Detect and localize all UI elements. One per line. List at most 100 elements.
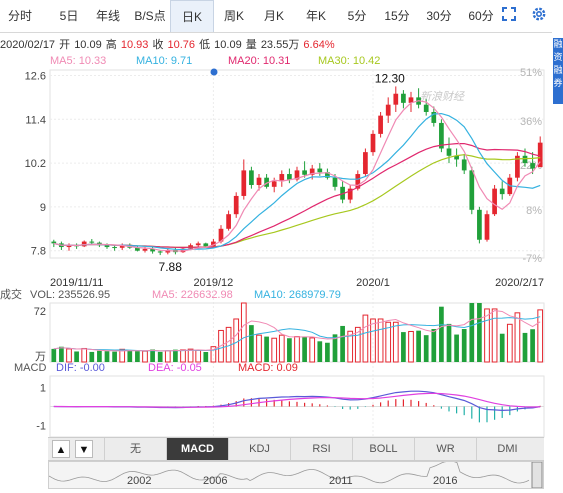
indicator-tab-5[interactable]: WR <box>414 438 476 460</box>
candle-body <box>112 247 117 249</box>
candle-body <box>249 170 254 185</box>
tab-7[interactable]: 年K <box>305 9 326 23</box>
volume-bar <box>484 308 490 363</box>
volume-bar <box>135 351 140 362</box>
volume-tick-label: 72 <box>34 306 46 318</box>
volume-bar <box>309 337 316 363</box>
volume-bar <box>233 318 240 363</box>
overview-range-handle[interactable] <box>531 462 543 488</box>
tab-5[interactable]: 周K <box>223 9 244 23</box>
high-value: 10.93 <box>120 39 149 51</box>
candle-body <box>461 159 467 171</box>
ma5-line <box>53 100 541 252</box>
candle-body <box>264 177 269 187</box>
price-panel-frame <box>49 69 545 259</box>
candle-body <box>446 148 452 156</box>
tab-6[interactable]: 月K <box>263 9 284 23</box>
volume-unit-label: 万 <box>35 351 46 363</box>
indicator-tab-3[interactable]: RSI <box>290 438 352 460</box>
tab-0[interactable]: 分时 <box>7 9 32 23</box>
candle-body <box>332 177 338 187</box>
ma5-legend: MA5: 10.33 <box>50 55 107 67</box>
tab-10[interactable]: 30分 <box>426 9 452 23</box>
candle-body <box>233 195 239 215</box>
candle-body <box>271 181 277 187</box>
volume-bar <box>340 325 345 362</box>
volume-bar <box>530 329 535 362</box>
scroll-down-button[interactable]: ▼ <box>75 440 93 458</box>
max-price-label: 12.30 <box>375 71 405 85</box>
candle-body <box>385 104 391 116</box>
tab-1[interactable]: 5日 <box>59 9 79 23</box>
candle-body <box>256 177 262 185</box>
tab-4[interactable]: 日K <box>170 0 214 32</box>
tab-9[interactable]: 15分 <box>384 9 410 23</box>
volume-bar <box>195 349 202 363</box>
overview-history-line <box>49 462 543 488</box>
volume-legend-vol: VOL: 235526.95 <box>30 289 111 301</box>
candle-body <box>203 243 209 247</box>
candle-body <box>363 152 368 175</box>
volume-bar <box>514 312 521 363</box>
indicator-tab-4[interactable]: BOLL <box>352 438 414 460</box>
volume-bar <box>287 338 292 362</box>
open-label: 开 <box>59 39 71 51</box>
dea-line <box>53 392 541 408</box>
candle-body <box>522 155 528 164</box>
scroll-up-button[interactable]: ▲ <box>52 440 70 458</box>
gear-icon[interactable] <box>530 5 548 23</box>
candle-body <box>157 251 163 253</box>
volume-bar <box>97 350 102 362</box>
volume-bar <box>325 342 330 362</box>
tab-11[interactable]: 60分 <box>468 9 494 23</box>
indicator-tab-2[interactable]: KDJ <box>228 438 290 460</box>
volume-bar <box>81 347 88 363</box>
candle-body <box>241 170 247 196</box>
tab-2[interactable]: 年线 <box>95 9 120 23</box>
change-value: 6.64% <box>303 39 335 51</box>
candle-body <box>439 122 444 149</box>
volume-bar <box>210 346 217 363</box>
candle-body <box>355 174 361 189</box>
indicator-tab-6[interactable]: DMI <box>476 438 538 460</box>
candle-body <box>81 241 87 247</box>
fullscreen-icon[interactable] <box>502 7 516 21</box>
macd-legend-value: MACD: 0.09 <box>238 362 298 374</box>
volume-bar <box>271 337 278 363</box>
volume-ma10-line <box>53 316 541 352</box>
tab-8[interactable]: 5分 <box>347 9 367 23</box>
volume-bar <box>240 302 247 363</box>
date-axis-label: 2019/12 <box>194 277 234 289</box>
overview-navigator[interactable]: 2002 2006 2011 2016 <box>48 461 544 489</box>
volume-bar <box>157 351 163 362</box>
tab-3[interactable]: B/S点 <box>134 9 166 23</box>
volume-label: 量 <box>245 39 257 51</box>
volume-bar <box>164 350 171 363</box>
sina-watermark: 新浪财经 <box>420 90 465 103</box>
indicator-tab-0[interactable]: 无 <box>104 438 166 460</box>
volume-bar <box>294 336 300 363</box>
volume-bar <box>150 349 155 362</box>
volume-bar <box>127 350 133 362</box>
volume-bar <box>408 330 414 363</box>
candle-body <box>104 245 110 248</box>
dea-legend: DEA: -0.05 <box>148 362 202 374</box>
volume-bar <box>264 336 269 362</box>
overview-year-label: 2016 <box>433 475 458 487</box>
volume-bar <box>203 352 209 362</box>
volume-bar <box>392 321 399 363</box>
volume-ma5-line <box>53 310 541 352</box>
candle-body <box>302 170 307 175</box>
volume-bar <box>491 308 498 363</box>
indicator-tab-1[interactable]: MACD <box>166 438 228 460</box>
close-value: 10.76 <box>167 39 196 51</box>
volume-bar <box>469 303 475 362</box>
candle-body <box>492 188 497 215</box>
candle-body <box>515 155 520 178</box>
candle-body <box>469 170 475 210</box>
candle-body <box>378 115 383 134</box>
candle-body <box>135 247 140 251</box>
side-tab[interactable]: 融资融券 <box>553 38 563 104</box>
volume-bar <box>499 333 505 362</box>
